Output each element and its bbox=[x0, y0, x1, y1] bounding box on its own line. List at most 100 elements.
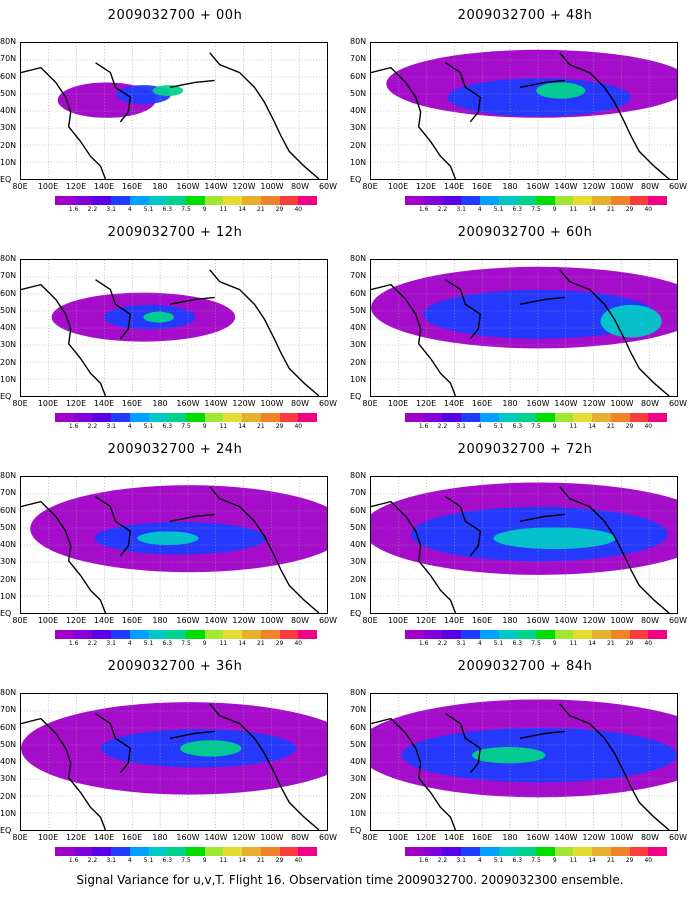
colorbar-label: 7.5 bbox=[181, 423, 191, 430]
coastline bbox=[169, 513, 215, 523]
colorbar-swatch bbox=[610, 413, 630, 422]
colorbar-label: 40 bbox=[644, 206, 653, 213]
colorbar-swatch bbox=[554, 413, 574, 422]
lon-tick-label: 180 bbox=[152, 399, 168, 408]
lon-tick-label: 120E bbox=[65, 399, 87, 408]
lon-tick-label: 140W bbox=[204, 182, 228, 191]
lon-tick-label: 160E bbox=[471, 833, 493, 842]
colorbar-swatch bbox=[423, 630, 443, 639]
colorbar-swatch bbox=[129, 196, 149, 205]
colorbar-swatch bbox=[186, 413, 205, 422]
lat-tick-label: 50N bbox=[350, 739, 367, 749]
colorbar-label: 3.1 bbox=[456, 857, 466, 864]
variance-map bbox=[20, 693, 328, 831]
colorbar-label: 14 bbox=[588, 206, 596, 213]
coastline bbox=[169, 79, 215, 89]
variance-contour bbox=[471, 747, 546, 764]
colorbar-swatch bbox=[423, 847, 443, 856]
colorbar-swatch bbox=[498, 196, 518, 205]
coastline bbox=[559, 703, 670, 830]
lon-tick-label: 100W bbox=[610, 182, 634, 191]
lon-tick-label: 160W bbox=[526, 399, 550, 408]
lat-tick-label: 50N bbox=[0, 88, 17, 98]
colorbar bbox=[55, 630, 318, 639]
colorbar bbox=[405, 847, 668, 856]
lon-tick-label: 60W bbox=[668, 182, 688, 191]
colorbar-swatch bbox=[111, 847, 130, 856]
colorbar-swatch bbox=[405, 847, 424, 856]
lat-tick-label: 30N bbox=[350, 340, 367, 350]
variance-map bbox=[370, 476, 678, 614]
lon-tick-label: 60W bbox=[318, 399, 338, 408]
lon-tick-label: 180 bbox=[152, 833, 168, 842]
colorbar-label: 29 bbox=[625, 206, 634, 213]
colorbar-swatch bbox=[479, 413, 499, 422]
lon-tick-label: 120W bbox=[232, 833, 256, 842]
colorbar-swatch bbox=[279, 630, 299, 639]
colorbar-label: 21 bbox=[257, 423, 265, 430]
coastline bbox=[519, 513, 565, 523]
colorbar-label: 4 bbox=[477, 206, 482, 213]
coastline bbox=[209, 703, 320, 830]
panel-title: 2009032700 + 36h bbox=[107, 659, 243, 674]
colorbar-swatch bbox=[610, 630, 630, 639]
colorbar-swatch bbox=[479, 196, 499, 205]
lon-tick-label: 160E bbox=[121, 616, 143, 625]
colorbar-swatch bbox=[129, 630, 149, 639]
colorbar-swatch bbox=[536, 413, 555, 422]
variance-contour bbox=[447, 78, 632, 117]
lat-tick-label: 40N bbox=[350, 757, 367, 766]
colorbar-swatch bbox=[423, 196, 443, 205]
colorbar-swatch bbox=[73, 413, 93, 422]
colorbar-swatch bbox=[279, 847, 299, 856]
colorbar-label: 4 bbox=[477, 640, 482, 647]
colorbar-swatch bbox=[204, 630, 224, 639]
colorbar-label: 6.3 bbox=[512, 640, 523, 647]
lat-tick-label: EQ bbox=[350, 175, 362, 184]
colorbar-label: 3.1 bbox=[106, 206, 116, 213]
lon-tick-label: 100W bbox=[610, 833, 634, 842]
colorbar-swatch bbox=[260, 196, 280, 205]
colorbar-label: 21 bbox=[257, 640, 265, 647]
colorbar-label: 11 bbox=[219, 640, 228, 647]
colorbar-label: 7.5 bbox=[531, 423, 541, 430]
lat-tick-label: 60N bbox=[0, 71, 17, 81]
colorbar-swatch bbox=[204, 847, 224, 856]
lon-tick-label: 180 bbox=[152, 616, 168, 625]
lon-tick-label: 160W bbox=[526, 182, 550, 191]
colorbar-swatch bbox=[55, 630, 74, 639]
lat-tick-label: 60N bbox=[0, 505, 17, 515]
lon-tick-label: 100W bbox=[610, 616, 634, 625]
colorbar-swatch bbox=[629, 847, 649, 856]
lat-tick-label: 80N bbox=[0, 688, 17, 697]
lat-tick-label: 20N bbox=[350, 791, 367, 801]
lon-tick-label: 80E bbox=[12, 182, 28, 191]
coastline bbox=[559, 486, 670, 613]
colorbar-label: 11 bbox=[569, 423, 578, 430]
lon-tick-label: 80E bbox=[362, 399, 378, 408]
colorbar-swatch bbox=[186, 630, 205, 639]
colorbar-swatch bbox=[405, 196, 424, 205]
colorbar-swatch bbox=[461, 630, 480, 639]
lon-tick-label: 180 bbox=[502, 616, 518, 625]
colorbar-label: 7.5 bbox=[181, 206, 191, 213]
lat-tick-label: 80N bbox=[350, 688, 367, 697]
colorbar-swatch bbox=[129, 847, 149, 856]
colorbar-label: 2.2 bbox=[87, 857, 98, 864]
coastline bbox=[169, 730, 215, 740]
lon-tick-label: 80W bbox=[640, 616, 660, 625]
colorbar-label: 2.2 bbox=[87, 206, 98, 213]
lon-tick-label: 100W bbox=[260, 616, 284, 625]
colorbar-label: 29 bbox=[275, 423, 284, 430]
lat-tick-label: 40N bbox=[0, 106, 17, 115]
colorbar-swatch bbox=[423, 413, 443, 422]
colorbar-label: 6.3 bbox=[162, 206, 173, 213]
colorbar-label: 5.1 bbox=[493, 640, 504, 647]
lon-tick-label: 120E bbox=[415, 182, 437, 191]
coastline bbox=[169, 296, 215, 306]
colorbar-label: 11 bbox=[219, 423, 228, 430]
lat-tick-label: EQ bbox=[350, 609, 362, 618]
lat-tick-label: 10N bbox=[0, 157, 17, 167]
colorbar-label: 4 bbox=[127, 857, 132, 864]
colorbar-label: 6.3 bbox=[162, 640, 173, 647]
